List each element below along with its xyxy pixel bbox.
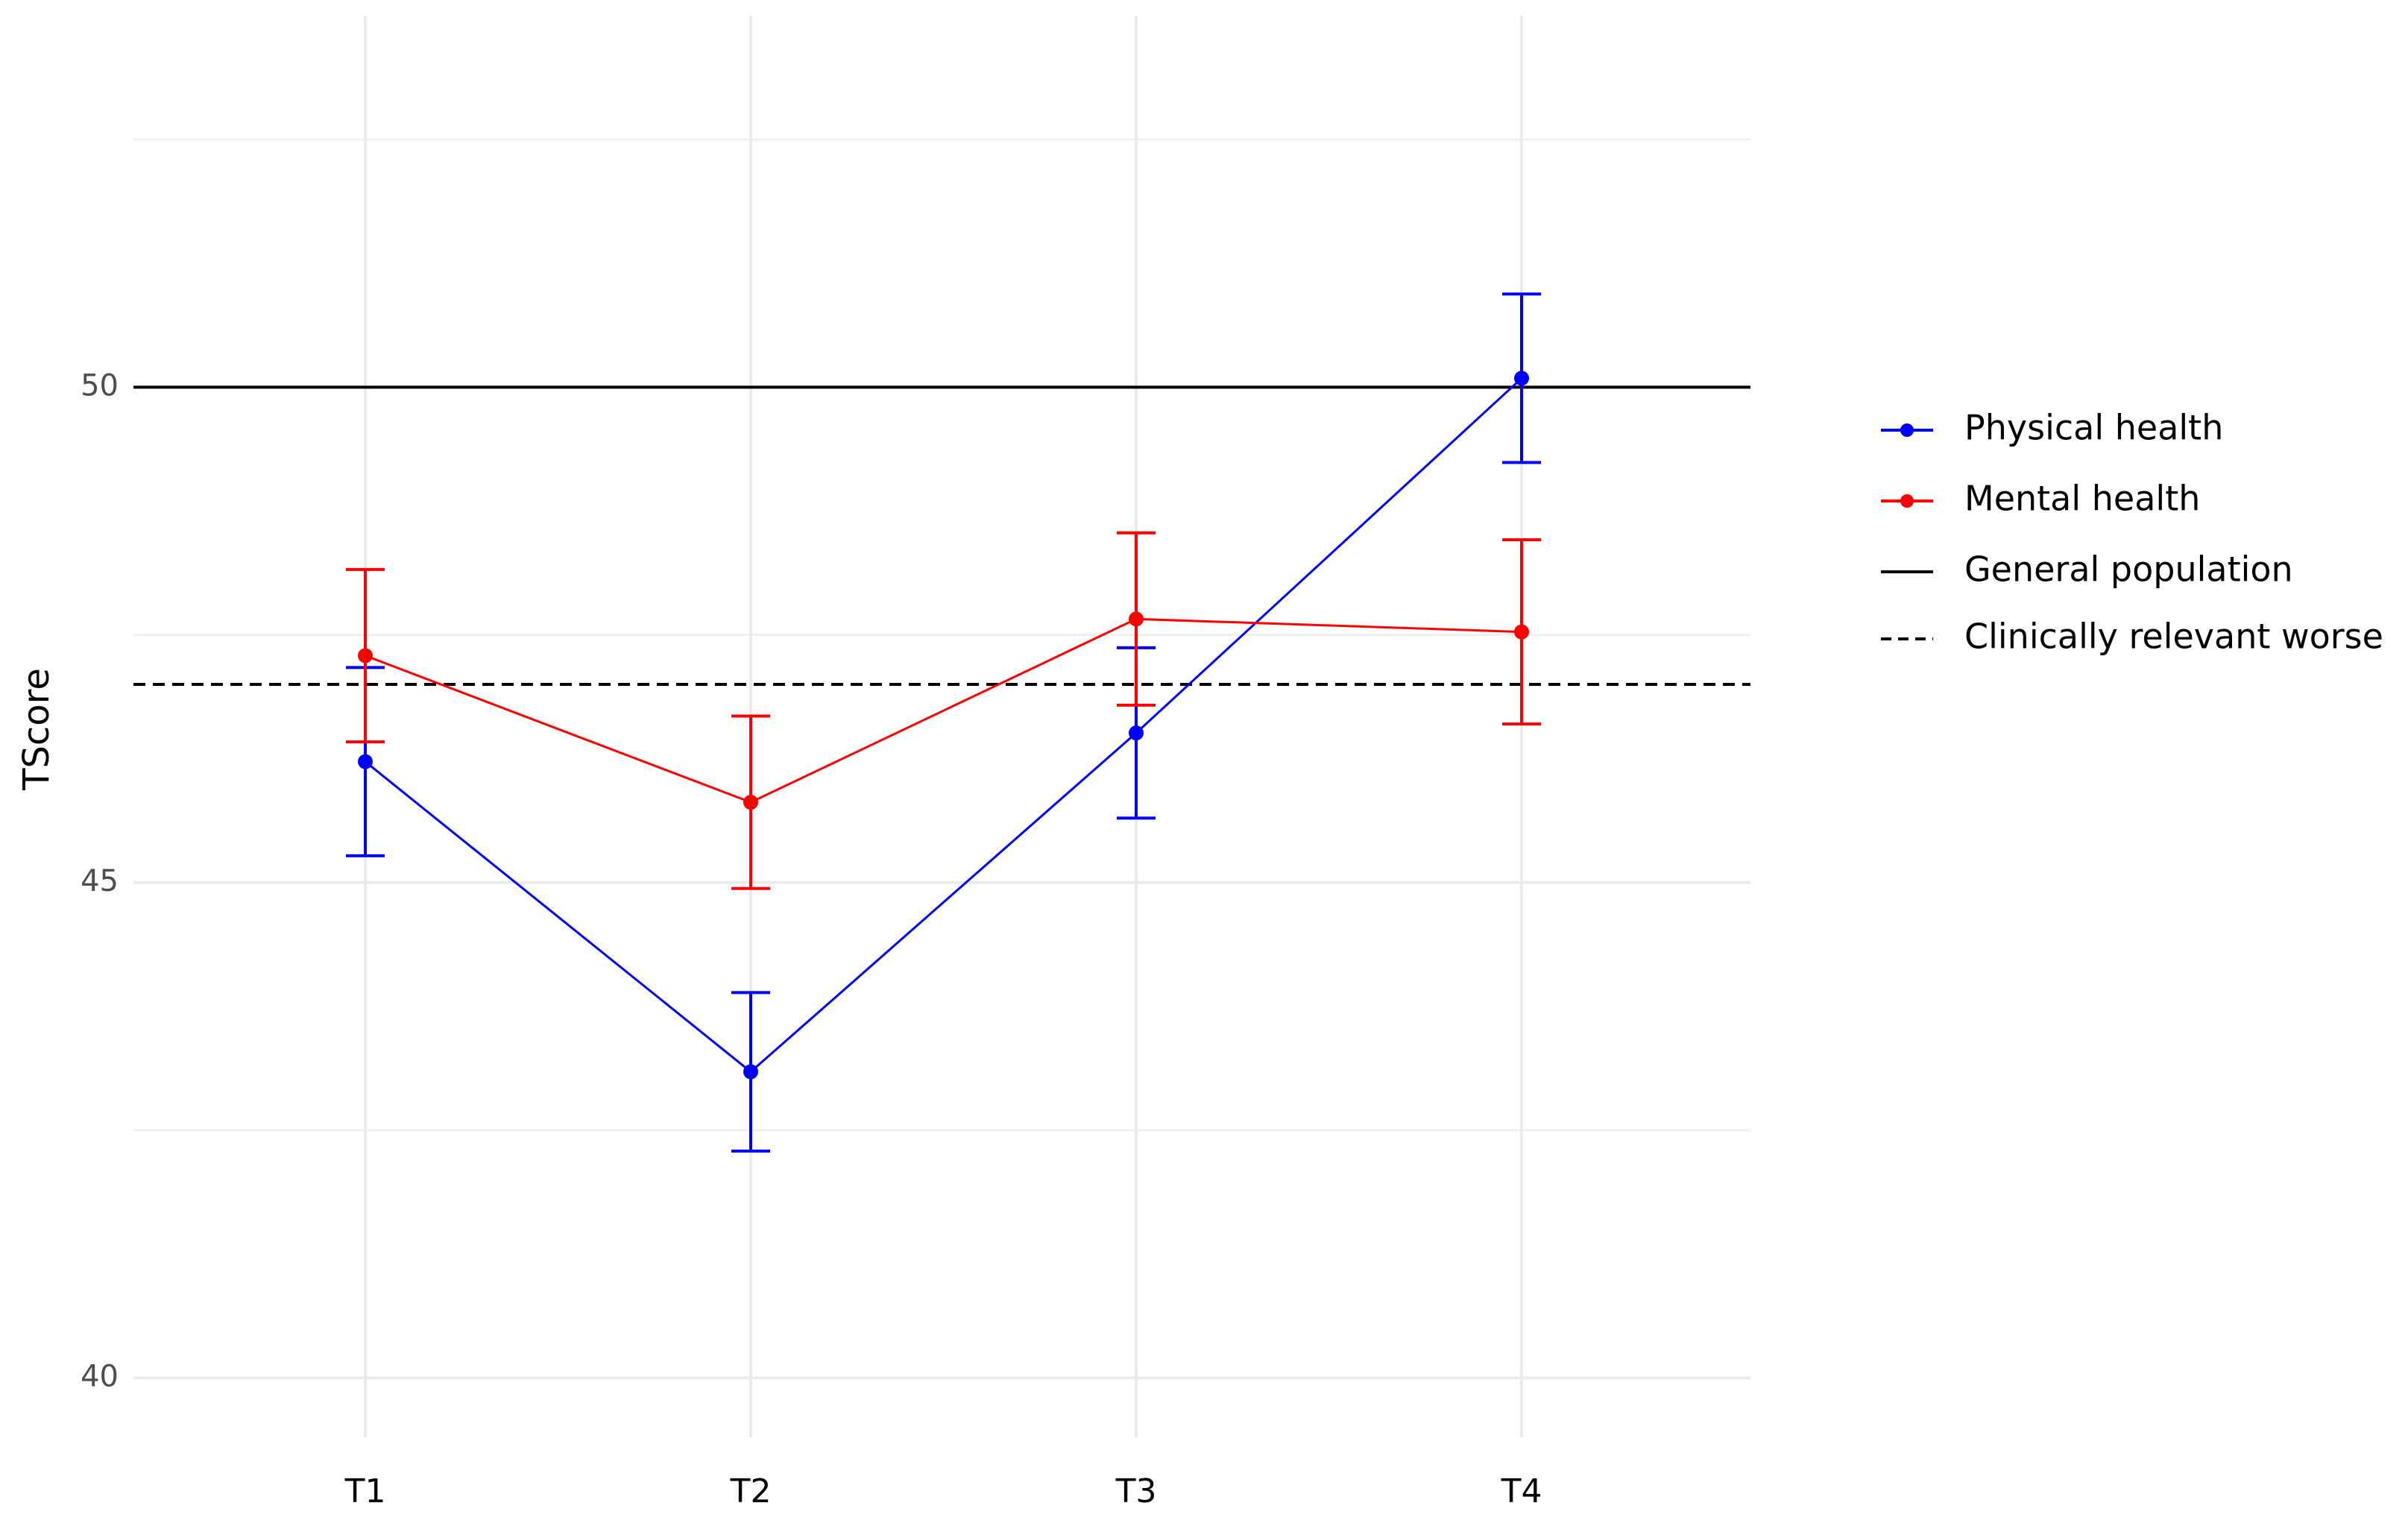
point <box>743 1064 758 1080</box>
legend-label: Clinically relevant worse <box>1964 617 2383 657</box>
series-line <box>365 377 1523 1074</box>
y-tick-label: 40 <box>81 1359 119 1393</box>
y-axis-label: TScore <box>16 668 57 791</box>
legend-label: General population <box>1964 549 2293 590</box>
y-tick-label: 50 <box>81 368 119 403</box>
series-line <box>365 617 1522 804</box>
point <box>1129 611 1144 627</box>
point <box>1129 725 1144 741</box>
point <box>1514 624 1529 640</box>
point <box>358 754 373 769</box>
point <box>743 795 758 810</box>
legend-point <box>1900 494 1914 508</box>
y-tick-label: 45 <box>81 864 119 898</box>
x-tick-label: T4 <box>1501 1472 1542 1510</box>
legend-point <box>1900 423 1914 437</box>
x-tick-label: T2 <box>730 1472 772 1510</box>
point <box>358 648 373 664</box>
x-tick-label: T3 <box>1115 1472 1157 1510</box>
legend-label: Mental health <box>1964 479 2200 519</box>
point <box>1514 371 1529 386</box>
x-tick-label: T1 <box>344 1472 386 1510</box>
legend-label: Physical health <box>1964 408 2223 448</box>
